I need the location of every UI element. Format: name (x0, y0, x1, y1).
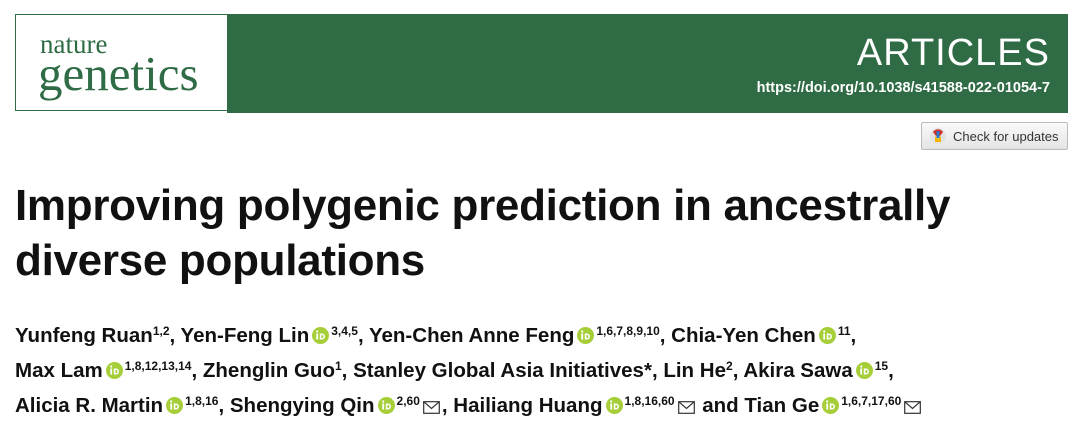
author-affiliations: 1,6,7,17,60 (841, 394, 902, 408)
section-label: ARTICLES (856, 32, 1050, 74)
author-separator: , (218, 394, 230, 417)
crossmark-icon (930, 128, 946, 144)
author-separator: , (191, 359, 203, 382)
author: Lin He2 (663, 359, 732, 382)
journal-logo: nature genetics (15, 14, 227, 111)
author-name: Shengying Qin (229, 394, 375, 417)
author-name: Zhenglin Guo (202, 359, 335, 382)
author-separator: , (651, 359, 664, 382)
orcid-icon[interactable] (312, 327, 330, 344)
author-affiliations: 1,8,16,60 (624, 394, 675, 408)
orcid-icon[interactable] (605, 397, 623, 414)
orcid-icon[interactable] (166, 397, 184, 414)
author-separator: , (732, 359, 744, 382)
author-name: Yunfeng Ruan (15, 324, 153, 347)
author: Hailiang Huang 1,8,16,60 (453, 394, 696, 417)
orcid-icon[interactable] (818, 327, 836, 344)
email-icon[interactable] (422, 401, 440, 414)
author-separator: , (169, 324, 181, 347)
author-name: Yen-Feng Lin (180, 324, 310, 347)
journal-name-top: nature (40, 29, 108, 59)
orcid-icon[interactable] (377, 397, 395, 414)
author-separator: and (696, 394, 745, 417)
author-separator: , (888, 359, 894, 382)
author: Tian Ge 1,6,7,17,60 (744, 394, 923, 417)
orcid-icon[interactable] (105, 362, 123, 379)
doi[interactable]: https://doi.org/10.1038/s41588-022-01054… (756, 80, 1050, 96)
author-name: Hailiang Huang (453, 394, 603, 417)
author-affiliations: 3,4,5 (331, 324, 358, 338)
author-affiliations: 1,8,16 (185, 394, 219, 408)
author: Stanley Global Asia Initiatives* (353, 359, 652, 382)
author: Alicia R. Martin 1,8,16 (15, 394, 218, 417)
author-name: Chia-Yen Chen (671, 324, 816, 347)
author-name: Max Lam (15, 359, 103, 382)
author: Chia-Yen Chen 11 (671, 324, 850, 347)
author-name: Akira Sawa (743, 359, 853, 382)
author-separator: , (357, 324, 369, 347)
author: Yen-Chen Anne Feng 1,6,7,8,9,10 (369, 324, 660, 347)
author-affiliations: 15 (874, 359, 889, 373)
author: Zhenglin Guo1 (203, 359, 342, 382)
author-list: Yunfeng Ruan1,2, Yen-Feng Lin 3,4,5, Yen-… (15, 318, 1025, 423)
header-bar: ARTICLES https://doi.org/10.1038/s41588-… (227, 14, 1068, 113)
orcid-icon[interactable] (855, 362, 873, 379)
author: Max Lam 1,8,12,13,14 (15, 359, 191, 382)
author-affiliations: 11 (837, 324, 851, 338)
orcid-icon[interactable] (822, 397, 840, 414)
author-affiliations: 1,2 (152, 324, 170, 338)
author-separator: , (850, 324, 857, 347)
author-separator: , (659, 324, 672, 347)
author-name: Alicia R. Martin (15, 394, 164, 417)
author: Yunfeng Ruan1,2 (15, 324, 170, 347)
check-updates-label: Check for updates (953, 128, 1059, 144)
email-icon[interactable] (904, 401, 922, 414)
author: Shengying Qin 2,60 (230, 394, 442, 417)
check-updates-button[interactable]: Check for updates (921, 122, 1068, 150)
author: Akira Sawa 15 (743, 359, 888, 382)
author-name: Lin He (663, 359, 726, 382)
orcid-icon[interactable] (577, 327, 595, 344)
author-affiliations: 1,6,7,8,9,10 (596, 324, 660, 338)
author-affiliations: 1 (334, 359, 342, 373)
author-name: Stanley Global Asia Initiatives* (353, 359, 652, 382)
email-icon[interactable] (677, 401, 695, 414)
author-affiliations: 2,60 (396, 394, 420, 408)
author-name: Tian Ge (744, 394, 820, 417)
author-name: Yen-Chen Anne Feng (368, 324, 575, 347)
author: Yen-Feng Lin 3,4,5 (181, 324, 358, 347)
author-separator: , (441, 394, 454, 417)
author-affiliations: 2 (726, 359, 733, 373)
article-title: Improving polygenic prediction in ancest… (15, 181, 951, 285)
journal-name-bottom: genetics (38, 46, 199, 101)
author-affiliations: 1,8,12,13,14 (124, 359, 192, 373)
author-separator: , (341, 359, 354, 382)
